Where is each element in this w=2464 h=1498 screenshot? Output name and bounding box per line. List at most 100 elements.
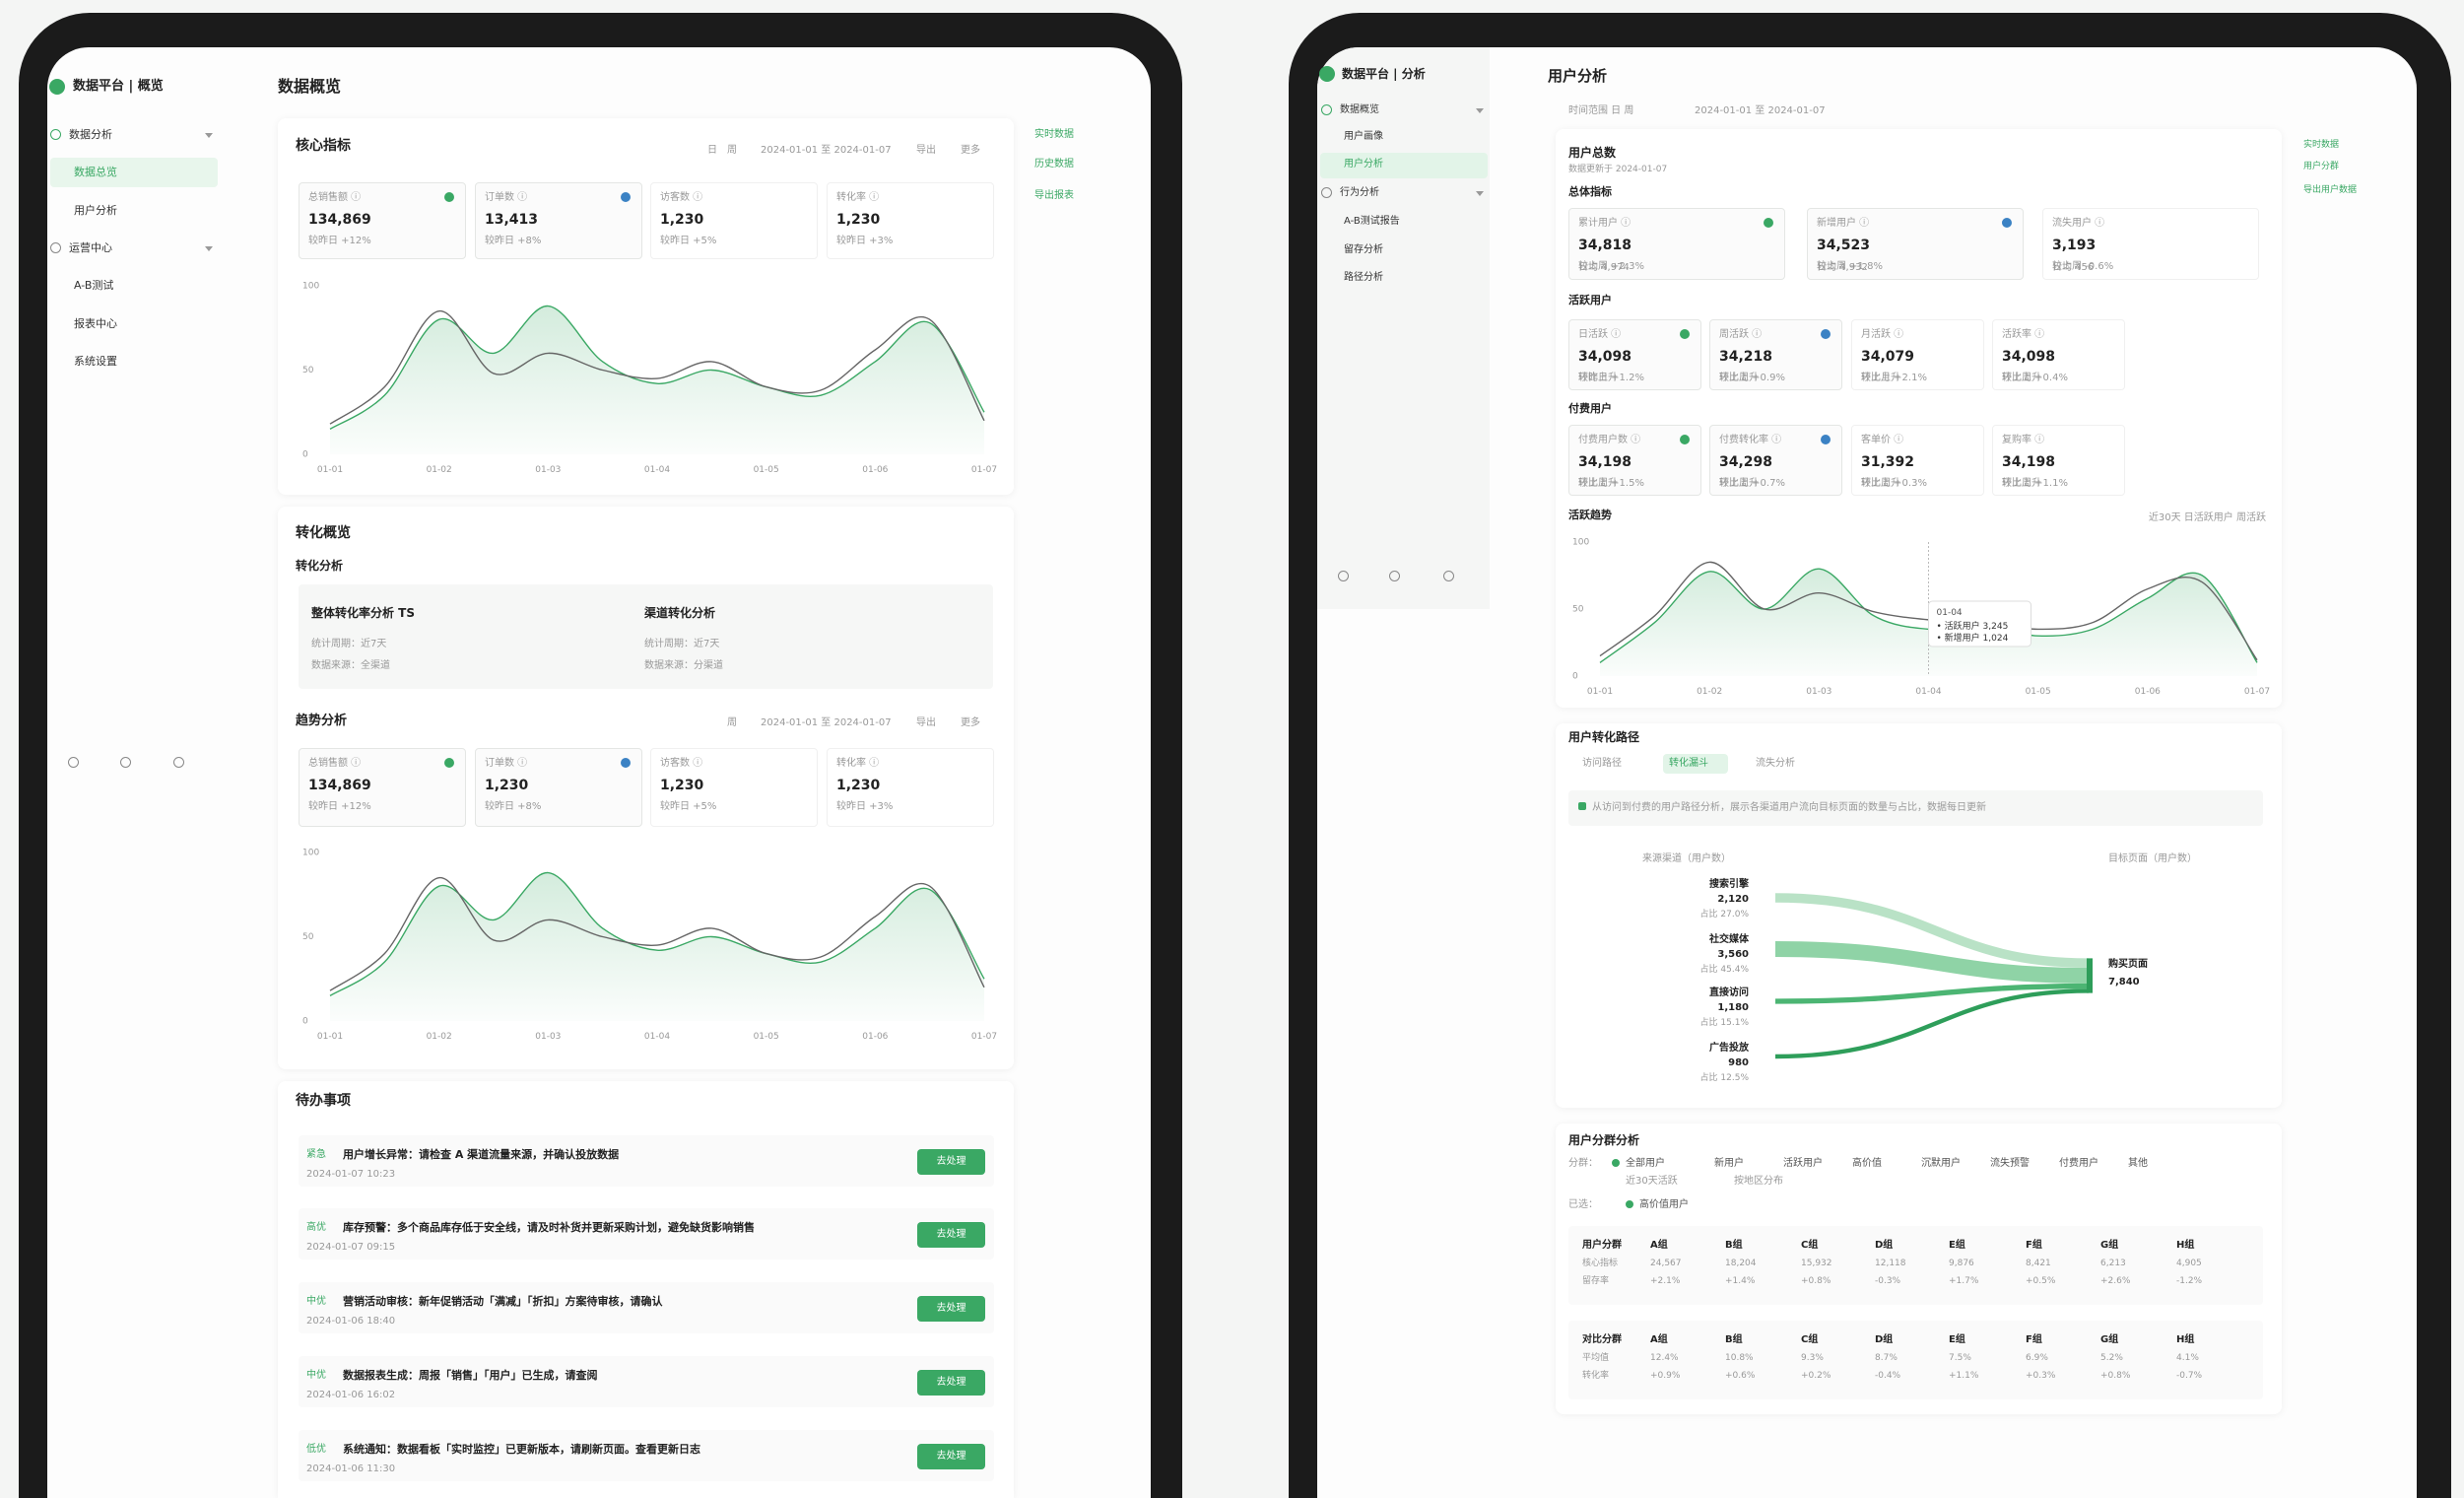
caret: [1476, 108, 1484, 113]
filter[interactable]: 周: [727, 717, 737, 728]
kpi-sub: 环比上升: [1578, 478, 1618, 489]
table-cell: A组: [1650, 1240, 1668, 1251]
chip[interactable]: 活跃用户: [1783, 1158, 1823, 1169]
subsection-title: 转化分析: [296, 559, 344, 573]
column-header: 目标页面（用户数）: [2108, 853, 2197, 864]
status-dot: [49, 79, 65, 95]
x-tick-label: 01-02: [427, 465, 452, 475]
kpi-card: [475, 748, 642, 827]
kpi-value: 34,218: [1719, 349, 1773, 365]
filter[interactable]: 时间范围 日 周: [1568, 105, 1634, 116]
chip[interactable]: 近30天活跃: [1626, 1176, 1678, 1187]
tab[interactable]: 流失分析: [1756, 758, 1795, 769]
flow: [1774, 988, 2090, 1059]
table-cell: +2.1%: [1650, 1276, 1681, 1286]
chip[interactable]: 沉默用户: [1921, 1158, 1961, 1169]
icon-ring: [1321, 187, 1332, 198]
filter: 近30天 日活跃用户 周活跃: [2148, 512, 2266, 523]
kpi-note: 较昨日 +1.2%: [1578, 373, 1644, 383]
kpi-card: [1709, 319, 1842, 390]
filter[interactable]: 日: [707, 145, 717, 156]
action-button[interactable]: 去处理: [917, 1296, 985, 1322]
chip[interactable]: 流失预警: [1990, 1158, 2030, 1169]
nav-item[interactable]: A-B测试: [74, 279, 114, 292]
nav-item[interactable]: 报表中心: [74, 317, 117, 330]
card: [1556, 723, 2282, 1108]
filter[interactable]: 2024-01-01 至 2024-01-07: [1695, 105, 1826, 116]
nav-item[interactable]: 运营中心: [69, 241, 112, 254]
filter[interactable]: 导出: [916, 717, 936, 728]
icon-ring: [1321, 104, 1332, 115]
chip[interactable]: 其他: [2128, 1158, 2148, 1169]
nav-item[interactable]: 用户分析: [1344, 159, 1383, 170]
section-title: 用户分群分析: [1568, 1133, 1640, 1147]
filter[interactable]: 更多: [961, 145, 980, 156]
panel-line: 数据来源：分渠道: [644, 660, 723, 671]
action-button[interactable]: 去处理: [917, 1222, 985, 1248]
nav-item[interactable]: A-B测试报告: [1344, 216, 1400, 227]
nav-item[interactable]: 行为分析: [1340, 187, 1379, 198]
kpi-note: 较昨日 +12%: [308, 236, 371, 246]
chip[interactable]: 高价值用户: [1639, 1199, 1689, 1210]
line: [329, 305, 985, 430]
nav-item[interactable]: 系统设置: [74, 355, 117, 368]
table-cell: -0.3%: [1875, 1276, 1901, 1286]
table-cell: 4.1%: [2176, 1353, 2199, 1363]
source-share: 占比 27.0%: [1699, 910, 1749, 919]
chip[interactable]: 付费用户: [2059, 1158, 2098, 1169]
section-title: 用户转化路径: [1568, 730, 1640, 744]
subsection-title: 活跃趋势: [1568, 509, 1612, 521]
chip[interactable]: 全部用户: [1626, 1158, 1665, 1169]
side-link[interactable]: 历史数据: [1034, 159, 1074, 170]
chip[interactable]: 高价值: [1852, 1158, 1882, 1169]
nav-item[interactable]: 用户分析: [74, 204, 117, 217]
x-tick-label: 01-05: [754, 465, 779, 475]
nav-item[interactable]: 数据分析: [69, 128, 112, 141]
table-cell: 核心指标: [1582, 1259, 1619, 1268]
tab[interactable]: 访问路径: [1582, 758, 1622, 769]
side-link[interactable]: 导出用户数据: [2303, 185, 2358, 195]
kpi-sub: 日均 4,932: [1817, 262, 1868, 273]
nav-item[interactable]: 路径分析: [1344, 272, 1383, 283]
caret: [205, 246, 213, 251]
tab[interactable]: 转化漏斗: [1669, 758, 1708, 769]
nav-item[interactable]: 数据总览: [74, 166, 117, 178]
action-button[interactable]: 去处理: [917, 1370, 985, 1396]
side-link[interactable]: 实时数据: [1034, 129, 1074, 140]
side-link[interactable]: 导出报表: [1034, 190, 1074, 201]
nav-item[interactable]: 数据概览: [1340, 104, 1379, 115]
table-cell: -0.4%: [1875, 1371, 1901, 1381]
kpi-label: 活跃率 ⓘ: [2002, 329, 2045, 340]
kpi-value: 34,298: [1719, 454, 1773, 470]
task-text: 数据报表生成：周报「销售」「用户」已生成，请查阅: [343, 1369, 598, 1382]
kpi-value: 1,230: [485, 778, 529, 793]
x-tick-label: 01-04: [644, 1032, 670, 1042]
table-cell: B组: [1725, 1334, 1743, 1345]
action-button[interactable]: 去处理: [917, 1149, 985, 1175]
filter[interactable]: 更多: [961, 717, 980, 728]
status-dot: [444, 758, 454, 768]
filter[interactable]: 2024-01-01 至 2024-01-07: [761, 145, 892, 156]
kpi-note: 较上周 -0.6%: [2052, 261, 2114, 272]
action-button[interactable]: 去处理: [917, 1444, 985, 1469]
task-meta: 2024-01-06 18:40: [306, 1316, 396, 1327]
kpi-label: 客单价 ⓘ: [1861, 435, 1904, 445]
filter[interactable]: 导出: [916, 145, 936, 156]
side-link[interactable]: 实时数据: [2303, 140, 2340, 150]
subsection-title: 总体指标: [1568, 185, 1612, 198]
nav-item[interactable]: 用户画像: [1344, 131, 1383, 142]
source-label: 广告投放: [1709, 1043, 1749, 1054]
section-title: 转化概览: [296, 525, 351, 541]
filter[interactable]: 2024-01-01 至 2024-01-07: [761, 717, 892, 728]
chip[interactable]: 按地区分布: [1734, 1176, 1783, 1187]
filter[interactable]: 周: [727, 145, 737, 156]
caret: [1476, 191, 1484, 196]
task-meta: 2024-01-07 09:15: [306, 1242, 396, 1253]
chip[interactable]: 新用户: [1714, 1158, 1744, 1169]
side-link[interactable]: 用户分群: [2303, 162, 2340, 171]
table-cell: +1.1%: [1949, 1371, 1979, 1381]
task-tag: 紧急: [306, 1149, 326, 1160]
flow: [1774, 941, 2090, 984]
nav-item[interactable]: 留存分析: [1344, 244, 1383, 255]
kpi-label: 日活跃 ⓘ: [1578, 329, 1622, 340]
